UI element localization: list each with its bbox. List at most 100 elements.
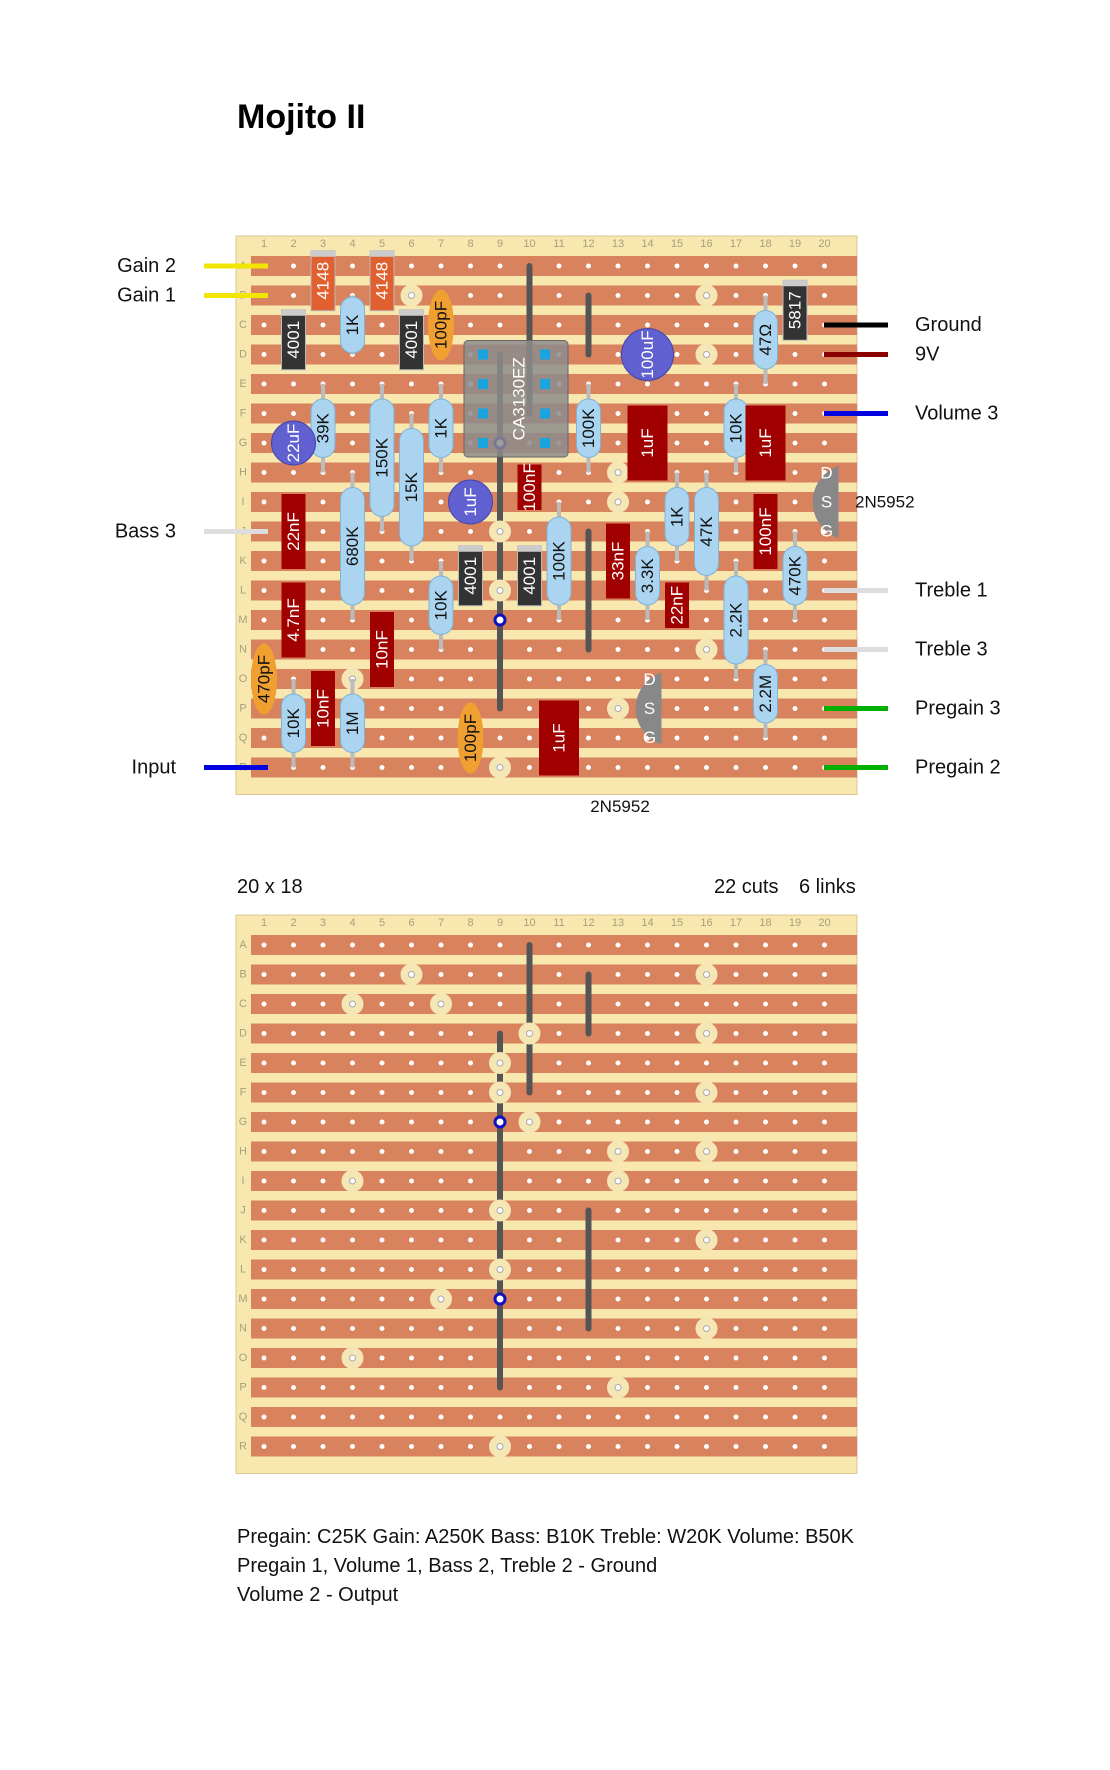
cuts-hole: [763, 1031, 768, 1036]
layout-hole: [409, 676, 414, 682]
layout-track-cut-hole: [614, 705, 622, 712]
cuts-column-number: 7: [438, 917, 444, 929]
cuts-hole: [556, 1001, 562, 1007]
cuts-hole: [350, 1385, 355, 1390]
cuts-hole: [350, 1149, 355, 1154]
cuts-row-letter: O: [239, 1352, 248, 1364]
cuts-track-cut-hole: [703, 1148, 710, 1155]
layout-hole: [792, 735, 798, 741]
cuts-row-letter: Q: [239, 1411, 248, 1423]
cuts-hole: [792, 942, 798, 948]
layout-hole: [674, 765, 680, 770]
link-count: 6 links: [799, 876, 856, 898]
layout-hole: [586, 263, 591, 269]
cuts-hole: [822, 1001, 827, 1007]
layout-column-number: 8: [467, 238, 473, 250]
ic-label: CA3130EZ: [510, 357, 529, 440]
cuts-hole: [291, 1385, 296, 1390]
layout-column-number: 9: [497, 238, 503, 250]
layout-hole: [527, 529, 532, 534]
layout-hole: [733, 293, 739, 298]
resistor: [782, 546, 808, 606]
cuts-hole: [527, 1326, 532, 1331]
cuts-hole: [261, 1326, 267, 1331]
layout-track-cut-hole: [614, 498, 622, 506]
ic-pin: [540, 408, 550, 419]
layout-hole: [792, 765, 798, 770]
cuts-track-cut-hole: [614, 1384, 622, 1391]
capacitor-value: 100nF: [520, 463, 539, 511]
cuts-hole: [792, 1031, 798, 1036]
capacitor-value: 22nF: [668, 586, 687, 625]
layout-hole: [261, 440, 267, 446]
resistor: [576, 398, 601, 458]
cuts-hole: [822, 1119, 827, 1125]
capacitor-value: 1uF: [461, 487, 480, 516]
layout-hole: [438, 735, 444, 741]
cuts-hole: [468, 1149, 473, 1154]
layout-hole: [645, 647, 650, 652]
layout-hole: [704, 706, 709, 711]
cuts-hole: [704, 1001, 709, 1007]
layout-column-number: 2: [290, 238, 296, 250]
cuts-copper-strip: [251, 1377, 857, 1398]
layout-hole: [379, 735, 385, 741]
cuts-track-cut-hole: [703, 1089, 710, 1096]
cuts-hole: [438, 1090, 444, 1095]
cuts-hole: [291, 1444, 296, 1449]
cuts-hole: [674, 1267, 680, 1272]
layout-hole: [291, 263, 296, 269]
layout-hole: [792, 411, 798, 416]
cuts-hole: [792, 1267, 798, 1272]
cuts-hole: [733, 942, 739, 948]
cuts-hole: [320, 1237, 326, 1243]
layout-track-cut-hole: [614, 469, 622, 476]
ic-pin: [540, 438, 550, 448]
capacitor-value: 22uF: [284, 424, 303, 463]
board-size: 20 x 18: [237, 876, 303, 898]
layout-hole: [261, 558, 267, 564]
cuts-hole: [733, 1208, 739, 1213]
cuts-hole: [468, 1060, 473, 1066]
cuts-hole: [674, 1237, 680, 1243]
cuts-hole: [556, 1296, 562, 1302]
wire-label: Pregain 3: [915, 698, 1001, 720]
cuts-hole: [645, 1444, 650, 1449]
cuts-hole: [615, 1355, 621, 1361]
cuts-hole: [261, 1178, 267, 1184]
cuts-track-cut-hole: [349, 1354, 356, 1362]
layout-hole: [792, 381, 798, 387]
cuts-hole: [350, 1296, 355, 1302]
cuts-column-number: 4: [349, 917, 355, 929]
cuts-row-letter: H: [239, 1146, 247, 1158]
film-capacitor: [753, 494, 778, 569]
cuts-hole: [291, 1178, 296, 1184]
resistor-value: 1K: [668, 506, 687, 527]
cuts-hole: [350, 942, 355, 948]
cuts-hole: [291, 1237, 296, 1243]
cuts-hole: [704, 1178, 709, 1184]
cuts-hole: [527, 1444, 532, 1449]
cuts-hole: [763, 972, 768, 977]
layout-hole: [704, 765, 709, 770]
capacitor-value: 100nF: [756, 507, 775, 555]
cuts-hole: [438, 1208, 444, 1213]
ground-connections: Pregain 1, Volume 1, Bass 2, Treble 2 - …: [237, 1555, 658, 1577]
cuts-hole: [645, 972, 650, 977]
cuts-hole: [674, 972, 680, 977]
cuts-hole: [320, 1060, 326, 1066]
layout-column-number: 20: [818, 238, 830, 250]
layout-hole: [261, 381, 267, 387]
resistor-value: 10K: [432, 589, 451, 620]
cuts-hole: [733, 1267, 739, 1272]
cuts-hole: [261, 942, 267, 948]
cuts-hole: [379, 1001, 385, 1007]
cuts-hole: [468, 1355, 473, 1361]
cuts-hole: [556, 1414, 562, 1420]
layout-hole: [674, 381, 680, 387]
layout-copper-strip: [251, 256, 857, 276]
cuts-hole: [704, 1208, 709, 1213]
cuts-hole: [350, 1326, 355, 1331]
resistor: [635, 546, 660, 606]
cuts-hole: [261, 1267, 267, 1272]
